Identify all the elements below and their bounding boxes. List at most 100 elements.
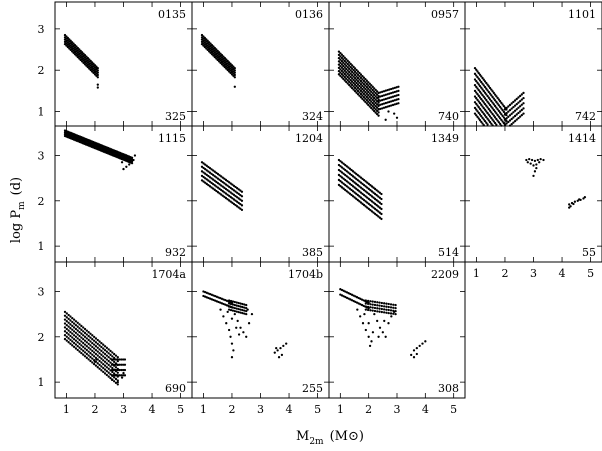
data-point: [522, 92, 524, 94]
data-point: [241, 209, 243, 211]
data-point: [86, 333, 88, 335]
data-point: [578, 198, 580, 200]
panel-count-label: 740: [438, 110, 459, 123]
data-point: [522, 112, 524, 114]
data-point: [231, 356, 233, 358]
data-point: [370, 340, 372, 342]
data-point: [93, 347, 95, 349]
data-point: [369, 300, 371, 302]
data-point: [108, 360, 110, 362]
data-point: [125, 166, 127, 168]
data-point: [537, 159, 539, 161]
data-point: [381, 302, 383, 304]
data-point: [73, 334, 75, 336]
data-point: [424, 340, 426, 342]
data-point: [397, 102, 399, 104]
x-tick-label: 4: [422, 403, 429, 416]
data-point: [522, 102, 524, 104]
data-point: [106, 347, 108, 349]
data-point: [122, 372, 124, 374]
data-point: [97, 76, 99, 78]
data-point: [86, 353, 88, 355]
data-point: [416, 353, 418, 355]
x-tick-label: 5: [587, 267, 594, 280]
data-point: [377, 336, 379, 338]
data-point: [539, 158, 541, 160]
data-point: [95, 341, 97, 343]
data-point: [381, 311, 383, 313]
data-point: [278, 356, 280, 358]
data-point: [102, 351, 104, 353]
data-point: [98, 352, 100, 354]
data-point: [381, 308, 383, 310]
data-point: [69, 323, 71, 325]
data-point: [97, 366, 99, 368]
data-point: [108, 348, 110, 350]
data-point: [71, 344, 73, 346]
panel-id-label: 0135: [158, 8, 186, 21]
data-point: [132, 159, 134, 161]
x-tick-label: 1: [63, 403, 70, 416]
data-point: [78, 335, 80, 337]
y-tick-label: 3: [38, 285, 45, 298]
data-point: [100, 342, 102, 344]
data-point: [64, 334, 66, 336]
data-point: [234, 76, 236, 78]
data-point: [365, 302, 367, 304]
x-tick-label: 2: [91, 403, 98, 416]
panel-id-label: 2209: [431, 268, 459, 281]
data-point: [80, 329, 82, 331]
panel-count-label: 324: [302, 110, 323, 123]
data-point: [379, 327, 381, 329]
data-point: [393, 311, 395, 313]
x-tick-label: 3: [257, 403, 264, 416]
data-point: [106, 374, 108, 376]
data-point: [71, 317, 73, 319]
data-point: [390, 312, 392, 314]
data-point: [88, 343, 90, 345]
data-point: [108, 356, 110, 358]
data-point: [84, 340, 86, 342]
data-point: [102, 355, 104, 357]
data-point: [388, 306, 390, 308]
y-tick-label: 2: [38, 64, 45, 77]
panel-frame: [192, 126, 329, 262]
x-tick-label: 1: [337, 403, 344, 416]
data-point: [80, 344, 82, 346]
data-point: [232, 68, 234, 70]
data-point: [89, 356, 91, 358]
data-point: [100, 346, 102, 348]
data-point: [363, 313, 365, 315]
data-point: [82, 338, 84, 340]
y-tick-label: 3: [38, 23, 45, 36]
data-point: [100, 361, 102, 363]
data-point: [82, 326, 84, 328]
data-point: [367, 306, 369, 308]
data-point: [71, 321, 73, 323]
data-point: [234, 86, 236, 88]
data-point: [88, 335, 90, 337]
data-point: [574, 201, 576, 203]
data-point: [532, 164, 534, 166]
data-point: [88, 347, 90, 349]
data-point: [369, 306, 371, 308]
data-point: [385, 312, 387, 314]
data-point: [102, 363, 104, 365]
data-point: [241, 204, 243, 206]
data-point: [367, 303, 369, 305]
data-point: [121, 161, 123, 163]
data-point: [397, 94, 399, 96]
data-point: [80, 352, 82, 354]
data-point: [380, 213, 382, 215]
data-point: [111, 379, 113, 381]
data-point: [89, 340, 91, 342]
data-point: [282, 345, 284, 347]
data-point: [117, 381, 119, 383]
y-tick-label: 3: [38, 149, 45, 162]
data-point: [275, 347, 277, 349]
data-point: [78, 339, 80, 341]
data-point: [69, 331, 71, 333]
